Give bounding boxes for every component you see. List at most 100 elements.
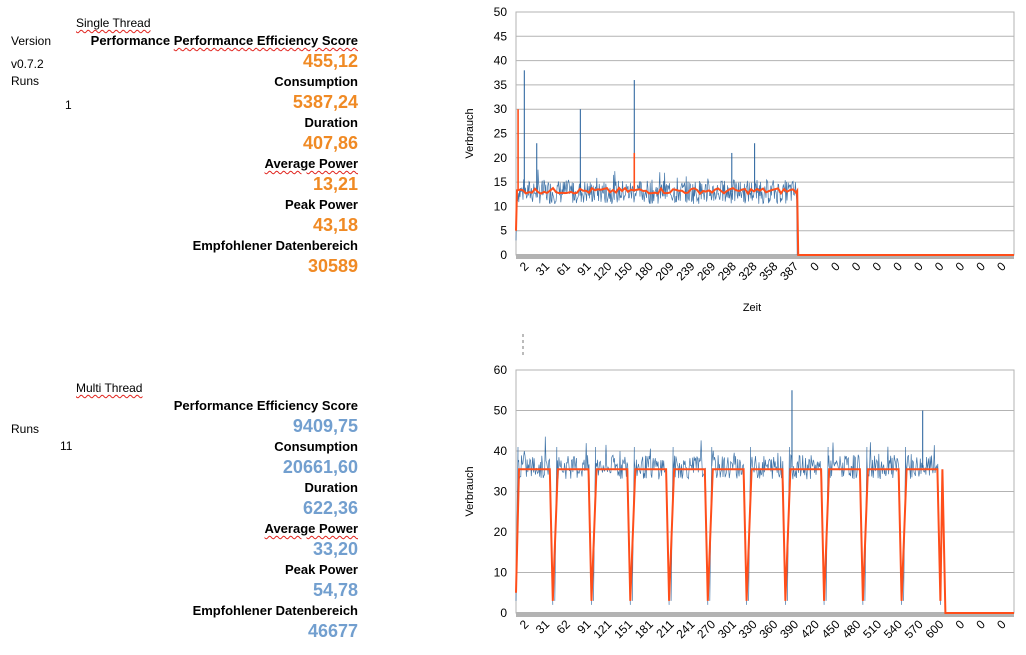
x-tick-label: 0: [994, 259, 1009, 274]
y-tick-label: 60: [494, 363, 508, 377]
multi-metric-label: Performance Efficiency Score: [173, 398, 358, 413]
single-metric-label: Consumption: [274, 74, 358, 89]
x-tick-label: 480: [839, 617, 863, 641]
y-tick-label: 45: [494, 29, 508, 43]
version-value: v0.7.2: [11, 57, 44, 71]
x-tick-label: 360: [756, 617, 780, 641]
single-metric-label: Empfohlener Datenbereich: [192, 238, 358, 253]
series-group: [515, 390, 1014, 614]
x-tick-label: 121: [590, 617, 614, 641]
x-tick-label: 270: [694, 617, 718, 641]
y-tick-label: 20: [494, 525, 508, 539]
x-tick-label: 150: [611, 259, 635, 283]
series-group: [515, 70, 1014, 256]
y-tick-label: 40: [494, 54, 508, 68]
y-tick-label: 0: [500, 606, 507, 620]
y-tick-label: 15: [494, 175, 508, 189]
multi-metric-value: 33,20: [312, 539, 358, 559]
raw-series-line: [515, 436, 941, 605]
single-metric-label: Average Power: [264, 156, 358, 171]
single-metric-value: 43,18: [312, 215, 358, 235]
multi-metric-label: Empfohlener Datenbereich: [192, 603, 358, 618]
multi-metric-value: 54,78: [312, 580, 358, 600]
multi-metric-value: 20661,60: [282, 457, 358, 477]
x-tick-label: 2: [517, 617, 532, 632]
y-axis-title: Verbrauch: [464, 466, 476, 516]
x-axis-title: Zeit: [743, 302, 761, 314]
x-tick-label: 0: [994, 617, 1009, 632]
x-tick-label: 209: [653, 259, 677, 283]
multi-thread-title: Multi Thread: [76, 381, 143, 395]
multi-runs-label: Runs: [11, 422, 40, 436]
x-tick-label: 540: [881, 617, 905, 641]
y-tick-label: 10: [494, 566, 508, 580]
y-tick-label: 10: [494, 199, 508, 213]
x-axis-band: [516, 254, 1014, 259]
x-tick-label: 91: [574, 617, 594, 637]
y-tick-label: 20: [494, 151, 508, 165]
single-metric-value: 30589: [307, 256, 358, 276]
single-metric-value: 407,86: [302, 133, 358, 153]
y-tick-label: 25: [494, 127, 508, 141]
multi-metric-label: Consumption: [274, 439, 358, 454]
x-tick-label: 0: [849, 259, 864, 274]
x-tick-label: 358: [756, 259, 780, 283]
x-tick-label: 0: [911, 259, 926, 274]
x-tick-label: 151: [611, 617, 635, 641]
x-tick-label: 450: [819, 617, 843, 641]
x-tick-label: 390: [777, 617, 801, 641]
x-tick-label: 31: [533, 259, 553, 279]
x-tick-label: 301: [715, 617, 739, 641]
single-metric-value: 13,21: [312, 174, 358, 194]
avg-series-line: [515, 186, 1014, 256]
x-tick-label: 0: [807, 259, 822, 274]
y-tick-label: 50: [494, 404, 508, 418]
avg-series-line: [515, 468, 1014, 614]
y-tick-label: 40: [494, 444, 508, 458]
x-tick-label: 0: [973, 259, 988, 274]
x-tick-label: 0: [932, 259, 947, 274]
x-tick-label: 387: [777, 259, 801, 283]
y-tick-label: 35: [494, 78, 508, 92]
x-tick-label: 0: [870, 259, 885, 274]
single-metric-label: Performance Performance Efficiency Score: [90, 33, 358, 48]
single-thread-title: Single Thread: [76, 16, 151, 30]
x-tick-label: 31: [533, 617, 553, 637]
x-tick-label: 600: [922, 617, 946, 641]
x-tick-label: 570: [902, 617, 926, 641]
y-tick-label: 30: [494, 102, 508, 116]
x-tick-label: 180: [632, 259, 656, 283]
y-tick-label: 30: [494, 485, 508, 499]
x-tick-label: 269: [694, 259, 718, 283]
multi-metric-value: 622,36: [302, 498, 358, 518]
x-tick-label: 0: [953, 259, 968, 274]
multi-runs-value: 11: [60, 439, 73, 453]
y-tick-label: 50: [494, 5, 508, 19]
multi-metric-label: Duration: [304, 480, 358, 495]
x-tick-label: 181: [632, 617, 656, 641]
x-tick-label: 239: [673, 259, 697, 283]
y-tick-label: 5: [500, 224, 507, 238]
single-metric-value: 455,12: [302, 51, 358, 71]
single-runs-value: 1: [65, 98, 72, 112]
x-tick-label: 328: [736, 259, 760, 283]
single-runs-label: Runs: [11, 74, 40, 88]
x-tick-label: 510: [860, 617, 884, 641]
x-tick-label: 61: [554, 259, 574, 279]
single-metric-value: 5387,24: [292, 92, 358, 112]
x-tick-label: 0: [953, 617, 968, 632]
multi-metric-value: 46677: [307, 621, 358, 641]
x-axis-band: [516, 612, 1014, 617]
raw-series-line: [515, 169, 798, 256]
x-tick-label: 2: [517, 259, 532, 274]
x-tick-label: 120: [590, 259, 614, 283]
x-tick-label: 0: [890, 259, 905, 274]
x-tick-label: 0: [828, 259, 843, 274]
x-tick-label: 298: [715, 259, 739, 283]
multi-metric-value: 9409,75: [292, 416, 358, 436]
x-tick-label: 62: [554, 617, 574, 637]
x-tick-label: 420: [798, 617, 822, 641]
x-tick-label: 211: [653, 617, 677, 641]
multi-metric-label: Peak Power: [285, 562, 358, 577]
